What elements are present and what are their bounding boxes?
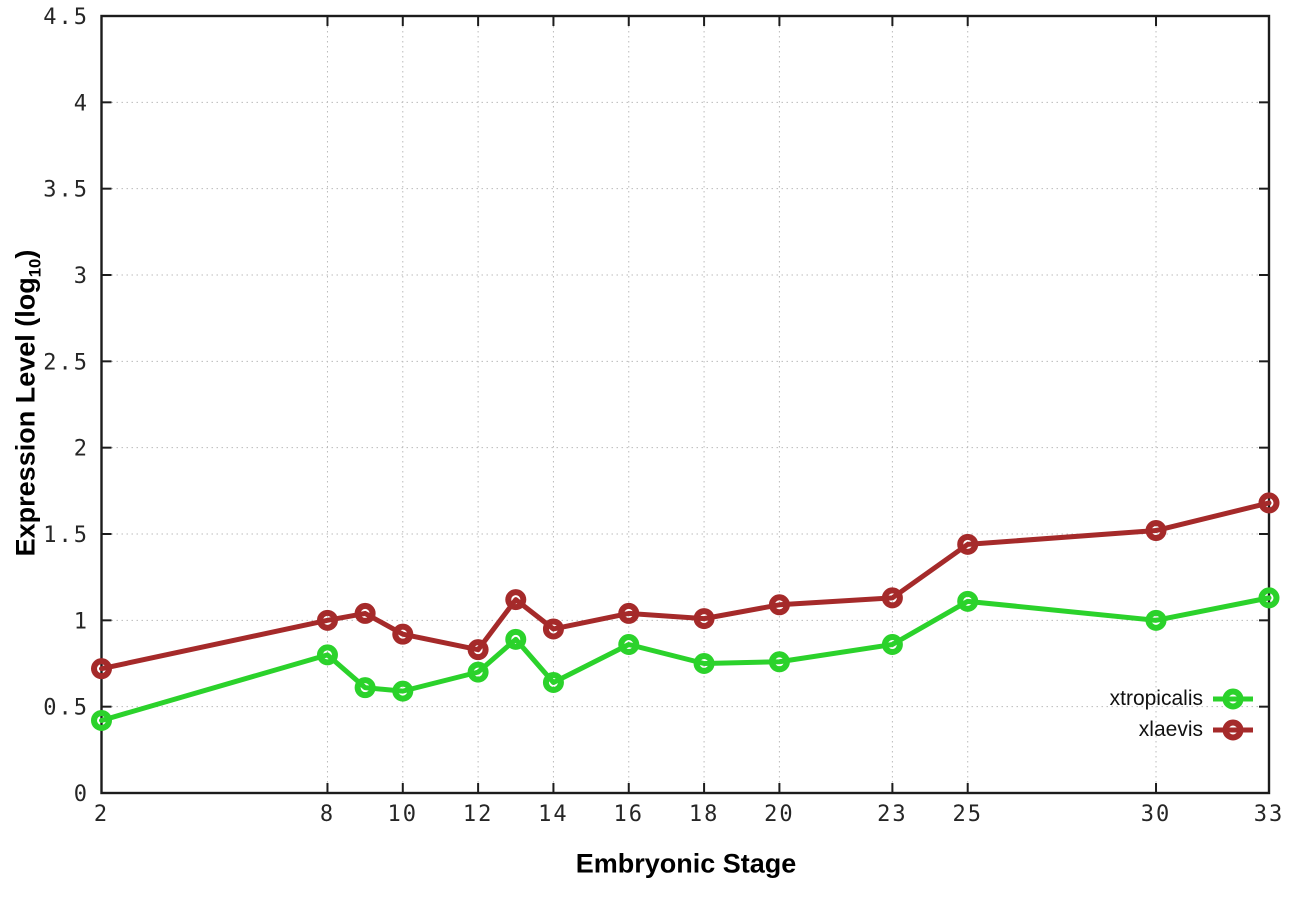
series-line-xlaevis: [99, 500, 1272, 672]
y-tick-label: 3: [74, 264, 89, 289]
data-point-xlaevis: [354, 602, 376, 624]
data-point-xtropicalis: [392, 680, 414, 702]
x-tick-label: 16: [614, 802, 645, 827]
legend-item-xlaevis: xlaevis: [1139, 715, 1254, 745]
data-point-xtropicalis: [768, 651, 790, 673]
y-tick-label: 4.5: [43, 5, 89, 30]
data-point-xlaevis: [467, 639, 489, 661]
x-tick-label: 14: [538, 802, 569, 827]
data-point-xtropicalis: [354, 677, 376, 699]
legend-item-xtropicalis: xtropicalis: [1110, 684, 1254, 714]
data-point-xlaevis: [1145, 520, 1167, 542]
y-tick-label: 2: [74, 437, 89, 462]
data-point-xlaevis: [91, 658, 112, 680]
y-axis-title-close: ): [10, 249, 41, 259]
data-point-xtropicalis: [1258, 587, 1280, 609]
data-point-xtropicalis: [693, 653, 715, 674]
y-tick-label: 0.5: [43, 696, 89, 721]
data-point-xlaevis: [316, 609, 338, 631]
legend-label-xtropicalis: xtropicalis: [1109, 687, 1203, 710]
data-point-xlaevis: [768, 594, 790, 616]
data-point-xtropicalis: [881, 634, 903, 656]
data-point-xlaevis: [618, 602, 640, 624]
x-axis-title: Embryonic Stage: [575, 848, 797, 879]
data-point-xtropicalis: [957, 590, 979, 612]
legend: xtropicalis xlaevis: [1110, 684, 1254, 745]
data-point-xtropicalis: [91, 709, 112, 731]
data-point-xtropicalis: [316, 644, 338, 666]
y-axis-title: Expression Level (log10): [10, 250, 45, 557]
legend-marker-xlaevis-icon: [1213, 719, 1253, 741]
x-tick-label: 20: [764, 802, 795, 827]
y-tick-label: 2.5: [43, 350, 89, 375]
y-tick-label: 4: [74, 91, 89, 116]
data-point-xtropicalis: [618, 634, 640, 656]
data-point-xtropicalis: [1145, 609, 1167, 631]
data-point-xlaevis: [505, 589, 527, 611]
x-tick-label: 33: [1254, 802, 1285, 827]
x-tick-label: 2: [94, 802, 109, 827]
legend-marker-xtropicalis-icon: [1213, 688, 1253, 710]
x-tick-label: 12: [463, 802, 494, 827]
data-point-xlaevis: [392, 623, 414, 645]
data-point-xtropicalis: [505, 628, 527, 650]
axes-border: [100, 14, 1271, 795]
data-point-xtropicalis: [542, 671, 564, 693]
data-point-xlaevis: [881, 587, 903, 609]
x-tick-label: 8: [320, 802, 335, 827]
data-point-xlaevis: [1258, 492, 1280, 514]
x-tick-label: 18: [689, 802, 720, 827]
y-axis-title-text: Expression Level (log: [10, 277, 41, 557]
y-tick-label: 3.5: [43, 178, 89, 203]
y-tick-label: 1: [74, 609, 89, 634]
x-tick-label: 23: [877, 802, 908, 827]
legend-label-xlaevis: xlaevis: [1138, 718, 1203, 741]
y-axis-title-subscript: 10: [25, 258, 45, 278]
y-tick-label: 1.5: [43, 523, 89, 548]
data-point-xlaevis: [542, 618, 564, 640]
x-tick-label: 30: [1141, 802, 1172, 827]
x-tick-label: 25: [952, 802, 983, 827]
data-point-xlaevis: [957, 533, 979, 555]
data-point-xlaevis: [693, 608, 715, 630]
x-tick-label: 10: [388, 802, 419, 827]
data-point-xtropicalis: [467, 661, 489, 683]
y-tick-label: 0: [74, 782, 89, 807]
